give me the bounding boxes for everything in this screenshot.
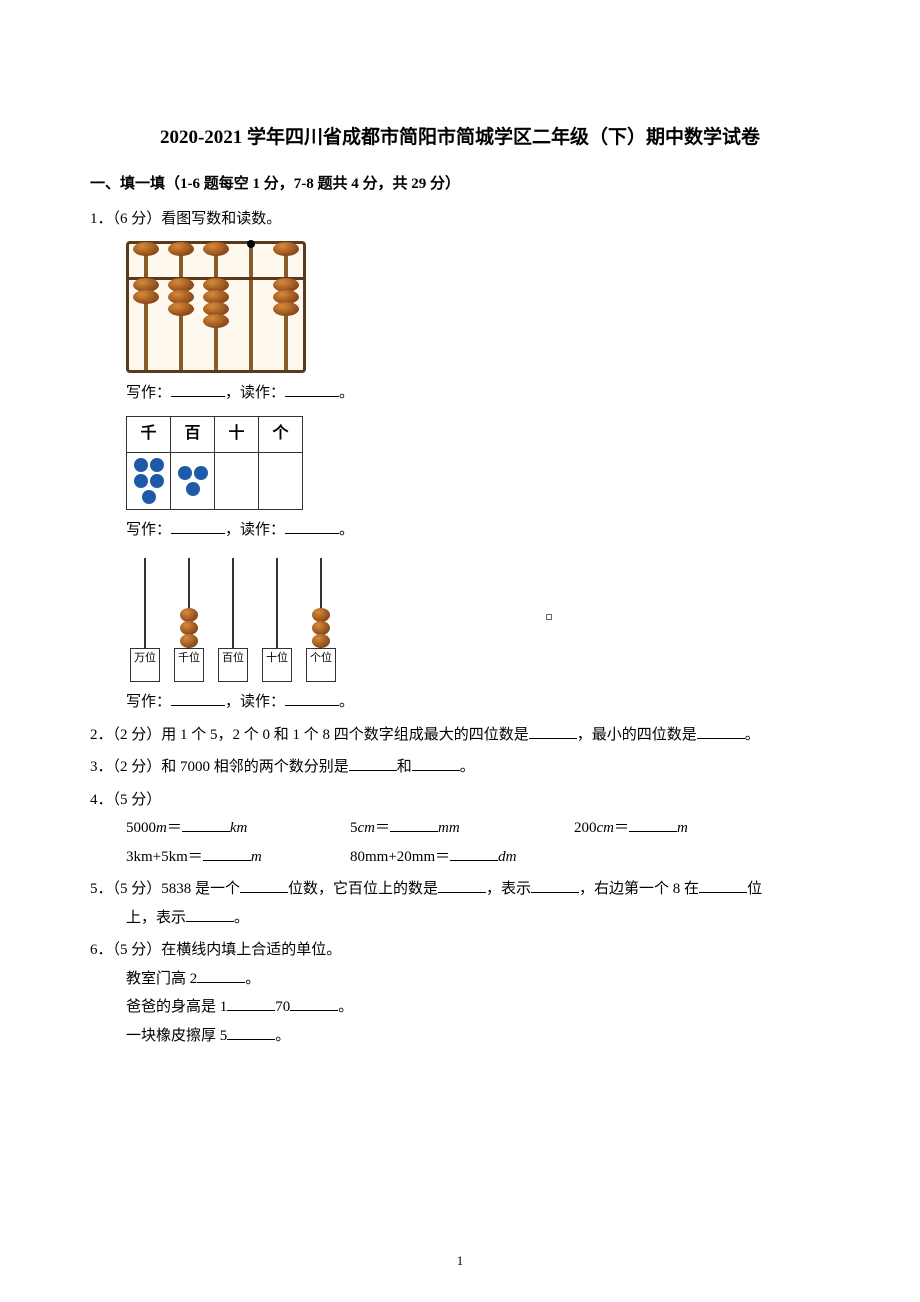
blank <box>285 691 339 706</box>
q2-text-b: ，最小的四位数是 <box>577 727 697 743</box>
question-3: 3．（2 分）和 7000 相邻的两个数分别是 和 。 <box>90 753 830 782</box>
blank <box>285 519 339 534</box>
blank <box>186 907 234 922</box>
conversion-item: 3km+5km＝m <box>126 843 326 872</box>
pv-header: 百 <box>171 416 215 452</box>
q6-line1: 教室门高 2 <box>126 971 197 987</box>
place-value-table: 千百十个 <box>126 416 303 510</box>
period: 。 <box>460 759 475 775</box>
read-label: ，读作： <box>225 694 285 710</box>
conversion-item: 5000m＝km <box>126 814 326 843</box>
read-label: ，读作： <box>225 522 285 538</box>
blank <box>699 878 747 893</box>
blank <box>240 878 288 893</box>
q5-f: 上，表示 <box>126 910 186 926</box>
pv-cell <box>259 452 303 509</box>
q4-stem: 4．（5 分） <box>90 786 830 815</box>
pv-header: 十 <box>215 416 259 452</box>
period: 。 <box>275 1028 290 1044</box>
decorative-mark <box>546 614 552 620</box>
question-5: 5．（5 分）5838 是一个位数，它百位上的数是，表示，右边第一个 8 在位 … <box>90 875 830 932</box>
conversion-item: 200cm＝m <box>574 814 774 843</box>
blank <box>171 691 225 706</box>
blank <box>171 519 225 534</box>
counter-label: 十位 <box>262 648 292 682</box>
period: 。 <box>339 694 354 710</box>
blank <box>529 724 577 739</box>
period: 。 <box>745 727 760 743</box>
blank <box>531 878 579 893</box>
page-title: 2020-2021 学年四川省成都市简阳市简城学区二年级（下）期中数学试卷 <box>90 120 830 156</box>
question-1: 1．（6 分）看图写数和读数。 写作： ，读作： 。 千百十个 写作： ，读作： 。 <box>90 205 830 717</box>
q6-stem: 6．（5 分）在横线内填上合适的单位。 <box>90 936 830 965</box>
blank <box>197 968 245 983</box>
counter-label: 万位 <box>130 648 160 682</box>
counter-label: 百位 <box>218 648 248 682</box>
blank <box>450 846 498 861</box>
blank <box>227 996 275 1011</box>
q6-line2a: 爸爸的身高是 1 <box>126 999 227 1015</box>
period: 。 <box>338 999 353 1015</box>
write-label: 写作： <box>126 522 171 538</box>
pv-cell <box>171 452 215 509</box>
blank <box>412 756 460 771</box>
blank <box>171 382 225 397</box>
q6-line3: 一块橡皮擦厚 5 <box>126 1028 227 1044</box>
q5-d: ，右边第一个 8 在 <box>579 881 699 897</box>
pv-header: 千 <box>127 416 171 452</box>
question-4: 4．（5 分） 5000m＝km 5cm＝mm 200cm＝m 3km+5km＝m 8… <box>90 786 830 872</box>
period: 。 <box>339 522 354 538</box>
pv-cell <box>215 452 259 509</box>
counter-label: 个位 <box>306 648 336 682</box>
q3-and: 和 <box>397 759 412 775</box>
blank <box>285 382 339 397</box>
blank <box>697 724 745 739</box>
conversion-item: 80mm+20mm＝dm <box>350 843 550 872</box>
period: 。 <box>234 910 249 926</box>
blank <box>227 1025 275 1040</box>
counter-label: 千位 <box>174 648 204 682</box>
abacus-figure <box>126 241 830 373</box>
q6-line2b: 70 <box>275 999 290 1015</box>
q3-text-a: 3．（2 分）和 7000 相邻的两个数分别是 <box>90 759 349 775</box>
write-label: 写作： <box>126 694 171 710</box>
conversion-item: 5cm＝mm <box>350 814 550 843</box>
blank <box>290 996 338 1011</box>
read-label: ，读作： <box>225 385 285 401</box>
q5-b: 位数，它百位上的数是 <box>288 881 438 897</box>
write-label: 写作： <box>126 385 171 401</box>
pv-header: 个 <box>259 416 303 452</box>
q2-text-a: 2．（2 分）用 1 个 5，2 个 0 和 1 个 8 四个数字组成最大的四位… <box>90 727 529 743</box>
pv-cell <box>127 452 171 509</box>
blank <box>629 817 677 832</box>
place-value-table-figure: 千百十个 <box>126 416 830 510</box>
blank <box>182 817 230 832</box>
blank <box>390 817 438 832</box>
page-number: 1 <box>0 1249 920 1274</box>
q5-c: ，表示 <box>486 881 531 897</box>
question-6: 6．（5 分）在横线内填上合适的单位。 教室门高 2。 爸爸的身高是 170。 … <box>90 936 830 1050</box>
blank <box>438 878 486 893</box>
blank <box>203 846 251 861</box>
question-2: 2．（2 分）用 1 个 5，2 个 0 和 1 个 8 四个数字组成最大的四位… <box>90 721 830 750</box>
period: 。 <box>245 971 260 987</box>
section-1-heading: 一、填一填（1-6 题每空 1 分，7-8 题共 4 分，共 29 分） <box>90 170 830 199</box>
q1-stem: 1．（6 分）看图写数和读数。 <box>90 205 830 234</box>
period: 。 <box>339 385 354 401</box>
blank <box>349 756 397 771</box>
q5-e: 位 <box>747 881 762 897</box>
counter-figure: 万位千位百位十位个位 <box>126 552 830 682</box>
q5-a: 5．（5 分）5838 是一个 <box>90 881 240 897</box>
